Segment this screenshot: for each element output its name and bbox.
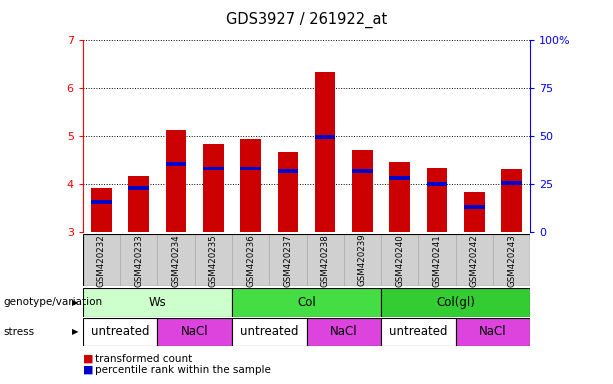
Bar	[455, 318, 530, 346]
Text: NaCl: NaCl	[330, 326, 357, 338]
Bar	[464, 192, 484, 232]
Bar	[315, 136, 335, 139]
Text: ▶: ▶	[72, 328, 78, 336]
Bar	[83, 318, 158, 346]
Text: Col: Col	[297, 296, 316, 309]
Text: Ws: Ws	[148, 296, 166, 309]
Bar	[269, 234, 306, 286]
Bar	[352, 169, 373, 173]
Bar	[91, 188, 112, 232]
Text: ■: ■	[83, 354, 93, 364]
Bar	[389, 176, 410, 180]
Bar	[493, 234, 530, 286]
Text: untreated: untreated	[389, 326, 447, 338]
Text: genotype/variation: genotype/variation	[3, 297, 102, 308]
Bar	[83, 234, 120, 286]
Text: GSM420242: GSM420242	[470, 234, 479, 286]
Text: GSM420237: GSM420237	[283, 234, 292, 286]
Bar	[278, 152, 298, 232]
Bar	[306, 234, 344, 286]
Bar	[344, 234, 381, 286]
Bar	[306, 318, 381, 346]
Bar	[166, 130, 186, 232]
Bar	[315, 71, 335, 232]
Text: GSM420234: GSM420234	[172, 234, 180, 286]
Bar	[129, 176, 149, 232]
Bar	[203, 144, 224, 232]
Text: GSM420239: GSM420239	[358, 234, 367, 286]
Bar	[464, 205, 484, 209]
Bar	[381, 234, 418, 286]
Text: NaCl: NaCl	[479, 326, 507, 338]
Text: GSM420233: GSM420233	[134, 234, 143, 286]
Bar	[129, 186, 149, 190]
Bar	[91, 200, 112, 204]
Text: ▶: ▶	[72, 298, 78, 307]
Text: GSM420241: GSM420241	[433, 234, 441, 286]
Bar	[427, 182, 447, 186]
Bar	[166, 162, 186, 166]
Text: untreated: untreated	[91, 326, 150, 338]
Text: Col(gl): Col(gl)	[436, 296, 475, 309]
Text: NaCl: NaCl	[181, 326, 208, 338]
Bar	[232, 234, 269, 286]
Bar	[120, 234, 158, 286]
Bar	[427, 167, 447, 232]
Text: percentile rank within the sample: percentile rank within the sample	[95, 365, 271, 375]
Bar	[83, 288, 232, 317]
Text: GSM420236: GSM420236	[246, 234, 255, 286]
Text: transformed count: transformed count	[95, 354, 192, 364]
Text: GSM420243: GSM420243	[507, 234, 516, 286]
Bar	[501, 169, 522, 232]
Bar	[381, 318, 455, 346]
Bar	[501, 181, 522, 185]
Bar	[455, 234, 493, 286]
Bar	[240, 139, 261, 232]
Bar	[158, 318, 232, 346]
Bar	[158, 234, 195, 286]
Text: GSM420235: GSM420235	[209, 234, 218, 286]
Text: GDS3927 / 261922_at: GDS3927 / 261922_at	[226, 12, 387, 28]
Bar	[381, 288, 530, 317]
Text: stress: stress	[3, 327, 34, 337]
Text: ■: ■	[83, 365, 93, 375]
Bar	[418, 234, 455, 286]
Text: GSM420238: GSM420238	[321, 234, 330, 286]
Bar	[352, 150, 373, 232]
Bar	[240, 167, 261, 170]
Text: GSM420232: GSM420232	[97, 234, 106, 286]
Bar	[195, 234, 232, 286]
Bar	[278, 169, 298, 173]
Bar	[389, 162, 410, 232]
Text: GSM420240: GSM420240	[395, 234, 404, 286]
Bar	[232, 318, 306, 346]
Bar	[232, 288, 381, 317]
Text: untreated: untreated	[240, 326, 299, 338]
Bar	[203, 167, 224, 170]
